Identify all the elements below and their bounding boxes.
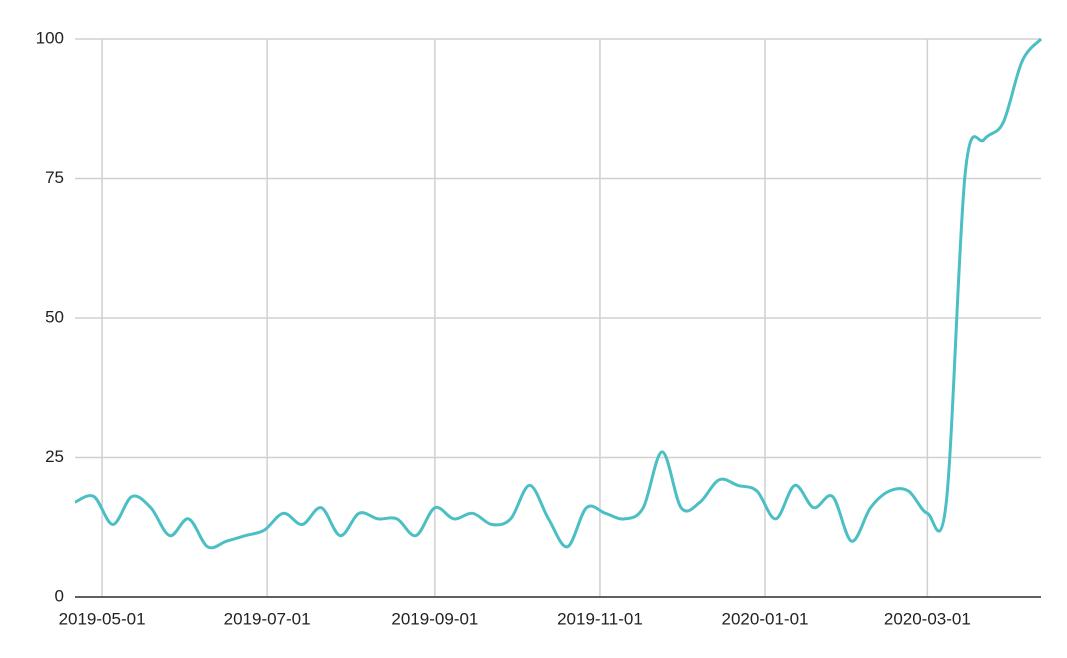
x-tick-label: 2019-05-01 <box>59 609 146 628</box>
x-tick-label: 2019-11-01 <box>557 609 643 628</box>
x-tick-label: 2020-03-01 <box>884 609 971 628</box>
line <box>74 37 1043 550</box>
x-tick-label: 2020-01-01 <box>722 609 809 628</box>
y-tick-label: 25 <box>45 447 64 466</box>
x-tick-label: 2019-07-01 <box>224 609 311 628</box>
y-tick-label: 100 <box>36 28 64 47</box>
y-tick-label: 50 <box>45 307 64 326</box>
y-tick-label: 0 <box>55 586 64 605</box>
y-tick-label: 75 <box>45 168 64 187</box>
x-tick-label: 2019-09-01 <box>391 609 478 628</box>
